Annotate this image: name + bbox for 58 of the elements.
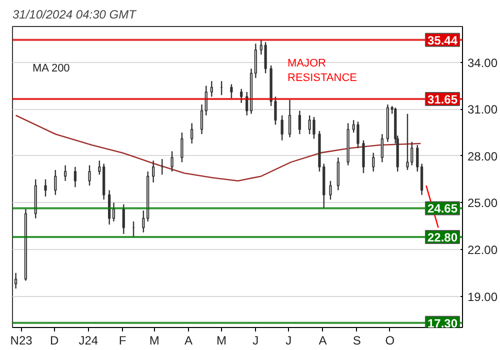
candlestick	[64, 164, 67, 182]
y-tick-label: 25.00	[468, 196, 498, 210]
candlestick	[416, 144, 419, 172]
candlestick	[336, 156, 340, 191]
ref-line-label: 24.65	[427, 202, 458, 216]
ref-line-label: 31.65	[427, 92, 458, 107]
candlestick	[170, 150, 174, 172]
candlestick	[240, 88, 243, 104]
candlestick	[329, 180, 332, 200]
x-tick-label: M	[216, 334, 227, 348]
candlestick	[406, 113, 409, 171]
candlestick	[230, 84, 233, 99]
candlestick	[54, 169, 57, 196]
candlestick	[122, 204, 125, 235]
x-tick-label: M	[149, 334, 160, 348]
x-tick-label: A	[184, 334, 193, 348]
candlestick	[362, 140, 365, 174]
candlestick	[298, 110, 301, 135]
y-tick-label: 28.00	[468, 149, 498, 164]
candlestick	[88, 164, 91, 186]
candlestick	[44, 178, 47, 198]
y-tick-label: 19.00	[468, 290, 498, 304]
candlestick	[380, 134, 384, 163]
ref-line-label: 22.80	[427, 230, 458, 245]
y-tick-label: 22.00	[468, 243, 498, 258]
x-tick-label: N23	[10, 334, 33, 348]
x-tick-label: S	[352, 334, 361, 348]
annotation: MAJOR RESISTANCE	[288, 58, 357, 84]
annotation: MA 200	[32, 62, 70, 74]
candlestick	[112, 202, 116, 222]
ref-line-label: 17.30	[427, 316, 458, 330]
ref-line-label: 35.44	[427, 33, 458, 48]
chart-title: 31/10/2024 04:30 GMT	[12, 8, 138, 22]
candlestick	[98, 160, 101, 176]
candlestick	[420, 163, 424, 196]
x-tick-label: A	[318, 334, 327, 348]
candlestick	[254, 43, 257, 79]
candlestick	[280, 114, 284, 141]
candlestick	[288, 99, 292, 138]
y-tick-label: 34.00	[468, 56, 498, 70]
candlestick	[372, 152, 375, 172]
candlestick	[356, 121, 360, 149]
candlestick	[264, 41, 267, 74]
x-tick-label: F	[118, 334, 126, 348]
x-tick-label: J24	[78, 334, 98, 348]
candlestick	[200, 104, 204, 135]
y-tick-label: 31.00	[468, 102, 498, 117]
candlestick	[190, 122, 194, 144]
candlestick	[180, 132, 184, 163]
x-tick-label: J	[286, 334, 292, 348]
candlestick	[210, 80, 213, 98]
candlestick	[142, 210, 145, 233]
candlestick	[152, 160, 155, 184]
x-tick-label: D	[50, 334, 59, 348]
candlestick	[74, 166, 77, 188]
x-tick-label: J	[252, 334, 259, 348]
x-tick-label: O	[385, 334, 395, 348]
line-series	[15, 114, 422, 182]
